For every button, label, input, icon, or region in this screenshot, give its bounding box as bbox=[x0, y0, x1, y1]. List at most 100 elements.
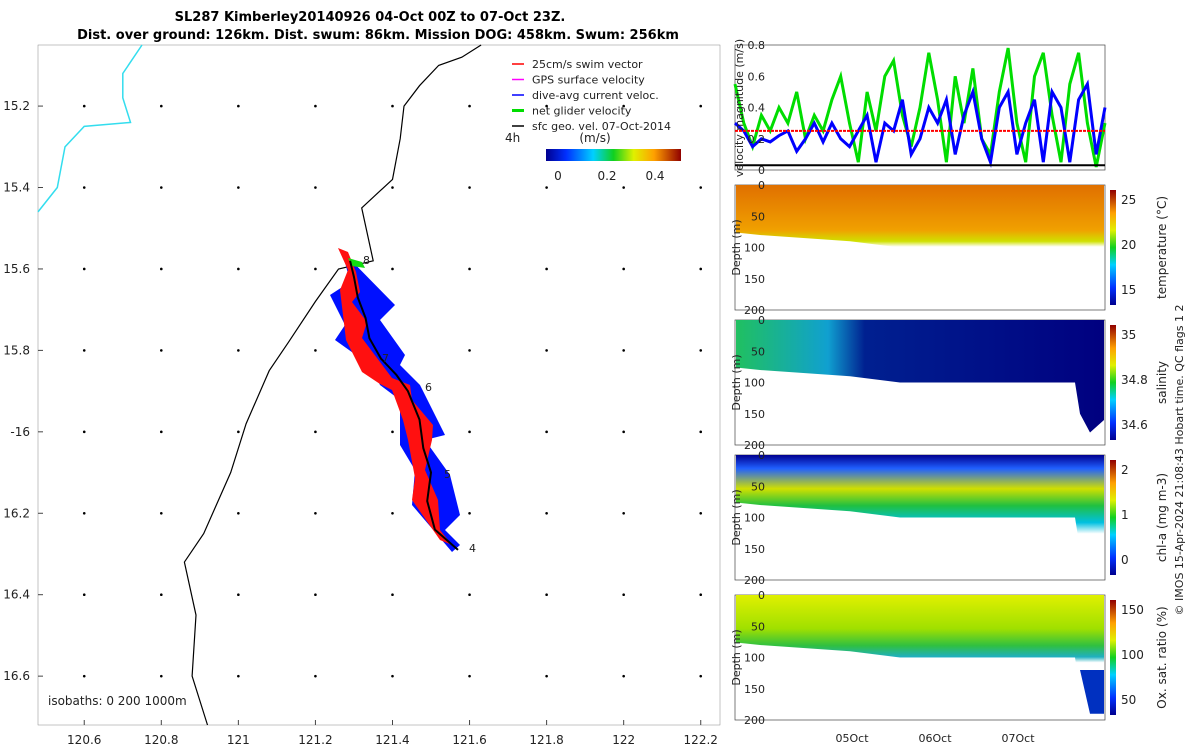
geo-velocity-arrow bbox=[468, 186, 471, 189]
x-tick-label: 120.6 bbox=[67, 733, 101, 747]
colorbar-label: salinity bbox=[1155, 361, 1169, 404]
geo-velocity-arrow bbox=[159, 186, 163, 189]
isobath-0m bbox=[37, 44, 143, 213]
geo-velocity-arrow bbox=[159, 674, 163, 678]
depth-tick-label: 150 bbox=[744, 273, 765, 286]
x-tick-label: 122.2 bbox=[684, 733, 718, 747]
geo-velocity-arrow bbox=[237, 511, 240, 515]
geo-velocity-arrow bbox=[468, 593, 471, 597]
geo-velocity-arrow bbox=[159, 267, 163, 271]
time-tick-label: 06Oct bbox=[918, 732, 952, 745]
temperature-colorbar bbox=[1110, 190, 1116, 305]
geo-velocity-arrow bbox=[545, 511, 548, 515]
y-tick-label: 16.6 bbox=[3, 669, 30, 683]
chl-a-heatmap bbox=[736, 455, 1104, 568]
colorbar-tick: 0 bbox=[1121, 553, 1129, 567]
salinity-colorbar bbox=[1110, 325, 1116, 440]
geo-velocity-arrow bbox=[391, 267, 394, 271]
geo-velocity-arrow bbox=[314, 674, 317, 678]
geo-velocity-arrow bbox=[159, 349, 163, 352]
geo-velocity-arrow bbox=[545, 430, 548, 434]
depth-tick-label: 100 bbox=[744, 512, 765, 525]
colorbar-tick: 2 bbox=[1121, 463, 1129, 477]
geo-velocity-arrow bbox=[237, 349, 240, 352]
geo-velocity-arrow bbox=[545, 593, 548, 597]
geo-velocity-arrow bbox=[699, 186, 703, 189]
geo-velocity-arrow bbox=[82, 511, 86, 515]
copyright: © IMOS 15-Apr-2024 21:08:43 Hobart time.… bbox=[1173, 305, 1186, 616]
geo-velocity-arrow bbox=[622, 511, 625, 515]
y-tick-label: 0.8 bbox=[748, 39, 766, 52]
glider-track bbox=[349, 260, 459, 551]
geo-velocity-arrow bbox=[545, 267, 548, 271]
geo-velocity-arrow bbox=[314, 511, 317, 515]
y-tick-label: -16 bbox=[10, 425, 30, 439]
legend-label: GPS surface velocity bbox=[532, 74, 645, 87]
geo-velocity-arrow bbox=[237, 674, 240, 678]
time-scale-label: 4h bbox=[505, 131, 520, 145]
geo-velocity-arrows bbox=[82, 104, 703, 678]
geo-velocity-arrow bbox=[622, 593, 625, 597]
depth-tick-label: 100 bbox=[744, 242, 765, 255]
depth-tick-label: 50 bbox=[751, 210, 765, 223]
y-tick-label: 0.4 bbox=[748, 102, 766, 115]
geo-velocity-arrow bbox=[314, 593, 317, 597]
colorbar-tick: 35 bbox=[1121, 328, 1136, 342]
depth-tick-label: 200 bbox=[744, 439, 765, 452]
isobaths-label: isobaths: 0 200 1000m bbox=[48, 694, 187, 708]
geo-velocity-arrow bbox=[699, 511, 703, 515]
geo-velocity-arrow bbox=[391, 186, 394, 189]
day-label: 5 bbox=[444, 468, 451, 481]
geo-velocity-arrow bbox=[699, 674, 703, 678]
depth-ylabel: Depth (m) bbox=[730, 629, 743, 685]
y-tick-label: 0.2 bbox=[748, 133, 766, 146]
velocity-panel: 0 0.2 0.4 0.6 0.8 velocity magnitude (m/s) bbox=[733, 39, 1107, 177]
geo-velocity-arrow bbox=[314, 349, 317, 352]
geo-velocity-arrow bbox=[391, 674, 394, 678]
geo-velocity-arrow bbox=[159, 511, 163, 515]
geo-velocity-arrow bbox=[468, 674, 471, 678]
depth-tick-label: 0 bbox=[758, 179, 765, 192]
coastline bbox=[183, 44, 482, 726]
geo-velocity-arrow bbox=[237, 267, 240, 271]
day-label: 7 bbox=[382, 352, 389, 365]
geo-velocity-arrow bbox=[622, 104, 625, 108]
geo-velocity-arrow bbox=[237, 186, 240, 189]
geo-velocity-arrow bbox=[391, 430, 394, 434]
depth-tick-label: 200 bbox=[744, 574, 765, 587]
x-tick-label: 121.6 bbox=[452, 733, 486, 747]
geo-velocity-arrow bbox=[545, 349, 548, 352]
depth-ylabel: Depth (m) bbox=[730, 354, 743, 410]
velocity-ylabel: velocity magnitude (m/s) bbox=[733, 39, 746, 177]
y-tick-label: 15.6 bbox=[3, 262, 30, 276]
day-label: 8 bbox=[363, 254, 370, 267]
geo-velocity-arrow bbox=[699, 349, 703, 352]
geo-velocity-arrow bbox=[159, 593, 163, 597]
temperature-heatmap bbox=[736, 185, 1104, 298]
x-tick-label: 120.8 bbox=[144, 733, 178, 747]
y-tick-label: 0.6 bbox=[748, 70, 766, 83]
x-tick-label: 121.4 bbox=[375, 733, 409, 747]
geo-velocity-arrow bbox=[545, 186, 548, 189]
colorbar-label: temperature (°C) bbox=[1155, 196, 1169, 299]
colorbar-tick: 34.6 bbox=[1121, 418, 1148, 432]
colorbar-tick: 1 bbox=[1121, 508, 1129, 522]
geo-velocity-arrow bbox=[622, 267, 625, 271]
geo-velocity-arrow bbox=[159, 104, 163, 108]
geo-velocity-arrow bbox=[468, 349, 471, 352]
geo-velocity-arrow bbox=[314, 267, 317, 271]
y-tick-label: 16.2 bbox=[3, 506, 30, 520]
x-tick-label: 121.2 bbox=[298, 733, 332, 747]
colorbar-tick: 100 bbox=[1121, 648, 1144, 662]
depth-tick-label: 150 bbox=[744, 408, 765, 421]
y-tick-label: 15.2 bbox=[3, 99, 30, 113]
colorbar-tick: 34.8 bbox=[1121, 373, 1148, 387]
geo-velocity-arrow bbox=[159, 430, 163, 434]
depth-tick-label: 200 bbox=[744, 714, 765, 727]
depth-tick-label: 100 bbox=[744, 377, 765, 390]
depth-tick-label: 200 bbox=[744, 304, 765, 317]
colorbar-tick: 0.4 bbox=[645, 169, 664, 183]
depth-tick-label: 50 bbox=[751, 620, 765, 633]
geo-velocity-arrow bbox=[82, 674, 86, 678]
